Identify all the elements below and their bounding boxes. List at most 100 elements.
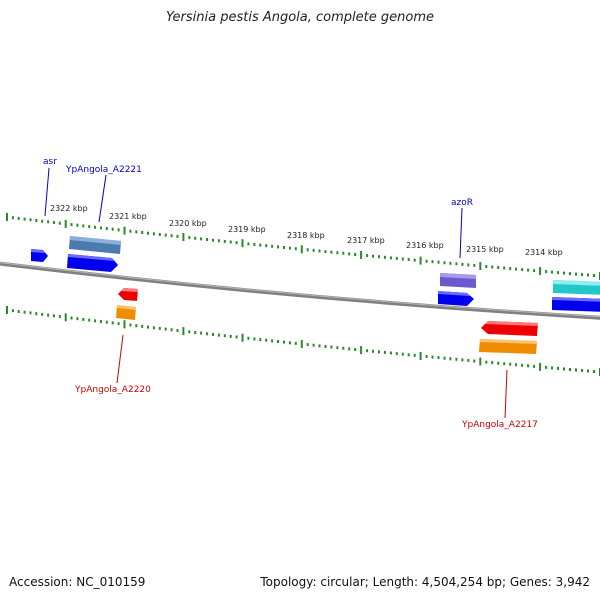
inner-minor-tick	[366, 349, 369, 353]
outer-minor-tick	[158, 233, 161, 236]
inner-minor-tick	[229, 334, 232, 338]
gene-ypangola-a2220[interactable]	[116, 305, 136, 320]
inner-minor-tick	[283, 340, 285, 344]
inner-major-tick	[479, 357, 482, 366]
outer-minor-tick	[318, 249, 321, 253]
outer-major-tick	[241, 239, 244, 248]
inner-minor-tick	[176, 329, 179, 332]
outer-minor-tick	[294, 247, 297, 251]
inner-minor-tick	[212, 332, 214, 336]
scale-label-2320: 2320 kbp	[169, 219, 207, 228]
inner-minor-tick	[330, 345, 333, 349]
outer-minor-tick	[135, 230, 138, 234]
inner-minor-tick	[277, 340, 279, 343]
inner-minor-tick	[473, 359, 476, 363]
inner-minor-tick	[515, 363, 518, 367]
accession-label: Accession: NC_010159	[9, 575, 146, 589]
outer-minor-tick	[443, 261, 446, 265]
outer-minor-tick	[593, 274, 595, 277]
outer-minor-tick	[455, 262, 458, 266]
scale-label-2316: 2316 kbp	[406, 241, 444, 250]
outer-minor-tick	[491, 265, 494, 269]
outer-minor-tick	[563, 271, 565, 275]
inner-minor-tick	[587, 369, 589, 373]
inner-minor-tick	[47, 313, 50, 317]
gene-ypangola-a2217-red[interactable]	[481, 321, 538, 336]
inner-minor-tick	[533, 364, 536, 368]
scale-label-2317: 2317 kbp	[347, 236, 385, 245]
outer-minor-tick	[437, 260, 440, 264]
outer-major-tick	[6, 213, 8, 221]
asr-leader	[44, 167, 50, 217]
outer-minor-tick	[306, 248, 309, 252]
inner-minor-tick	[497, 361, 500, 365]
inner-minor-tick	[41, 312, 44, 316]
inner-minor-tick	[105, 320, 108, 324]
inner-minor-tick	[11, 309, 14, 313]
gene-blue-right[interactable]	[552, 297, 600, 312]
outer-minor-tick	[117, 228, 120, 232]
scale-label-2319: 2319 kbp	[228, 225, 266, 234]
inner-minor-tick	[223, 334, 226, 338]
outer-minor-tick	[383, 255, 386, 259]
outer-minor-tick	[94, 225, 97, 229]
inner-minor-tick	[94, 319, 97, 323]
outer-minor-tick	[575, 272, 577, 276]
inner-minor-tick	[265, 338, 268, 342]
inner-minor-tick	[336, 346, 339, 350]
outer-minor-tick	[129, 229, 132, 233]
outer-major-tick	[123, 226, 126, 235]
inner-minor-tick	[593, 370, 595, 373]
gene-ypangola-a2221-cds[interactable]	[67, 254, 118, 272]
outer-minor-tick	[467, 263, 470, 267]
outer-minor-tick	[557, 271, 559, 275]
inner-minor-tick	[491, 361, 494, 365]
inner-minor-tick	[188, 330, 191, 334]
gene-ypangola-a2221[interactable]	[69, 236, 121, 254]
inner-minor-tick	[70, 316, 73, 320]
outer-minor-tick	[11, 216, 14, 220]
outer-minor-tick	[223, 239, 226, 243]
gene-azor[interactable]	[440, 273, 476, 288]
outer-minor-tick	[147, 231, 149, 235]
inner-major-tick	[64, 313, 67, 322]
inner-minor-tick	[158, 326, 161, 330]
outer-minor-tick	[247, 242, 250, 246]
gene-ypangola-a2217[interactable]	[479, 339, 537, 354]
inner-minor-tick	[29, 311, 32, 315]
outer-minor-tick	[288, 246, 291, 250]
outer-minor-tick	[378, 255, 380, 259]
outer-minor-tick	[324, 250, 327, 254]
outer-minor-tick	[58, 221, 61, 225]
outer-minor-tick	[229, 240, 232, 244]
outer-minor-tick	[587, 273, 589, 277]
inner-minor-tick	[503, 362, 506, 366]
genome-backbone	[0, 261, 600, 320]
outer-minor-tick	[461, 262, 464, 266]
gene-cyan-right[interactable]	[553, 280, 600, 295]
inner-minor-tick	[35, 312, 38, 316]
inner-minor-tick	[200, 331, 203, 335]
ypangola-a2221-leader	[98, 174, 107, 223]
inner-minor-tick	[437, 356, 440, 360]
inner-minor-tick	[443, 356, 446, 360]
inner-minor-tick	[425, 355, 428, 358]
inner-minor-tick	[413, 353, 416, 357]
outer-minor-tick	[277, 245, 279, 249]
gene-ypangola-a2220-red[interactable]	[118, 288, 138, 301]
inner-minor-tick	[342, 346, 345, 350]
outer-minor-tick	[105, 227, 108, 231]
outer-minor-tick	[354, 253, 357, 256]
gene-azor-cds[interactable]	[438, 291, 474, 306]
inner-minor-tick	[521, 363, 524, 367]
outer-minor-tick	[47, 220, 50, 224]
gene-asr[interactable]	[31, 249, 48, 262]
inner-minor-tick	[324, 345, 327, 348]
outer-minor-tick	[188, 236, 191, 240]
outer-minor-tick	[176, 234, 179, 238]
inner-major-tick	[360, 346, 363, 355]
inner-minor-tick	[449, 357, 452, 361]
inner-minor-tick	[563, 367, 565, 371]
gene-label-ypangola-a2221: YpAngola_A2221	[65, 165, 142, 175]
